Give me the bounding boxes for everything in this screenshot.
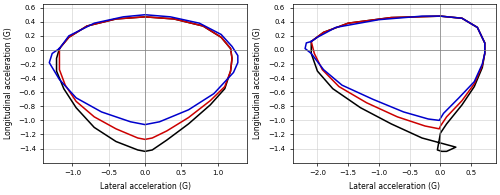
X-axis label: Lateral acceleration (G): Lateral acceleration (G) xyxy=(100,182,190,191)
Y-axis label: Longitudinal acceleration (G): Longitudinal acceleration (G) xyxy=(4,27,13,139)
X-axis label: Lateral acceleration (G): Lateral acceleration (G) xyxy=(349,182,440,191)
Y-axis label: Longitudinal acceleration (G): Longitudinal acceleration (G) xyxy=(254,27,262,139)
